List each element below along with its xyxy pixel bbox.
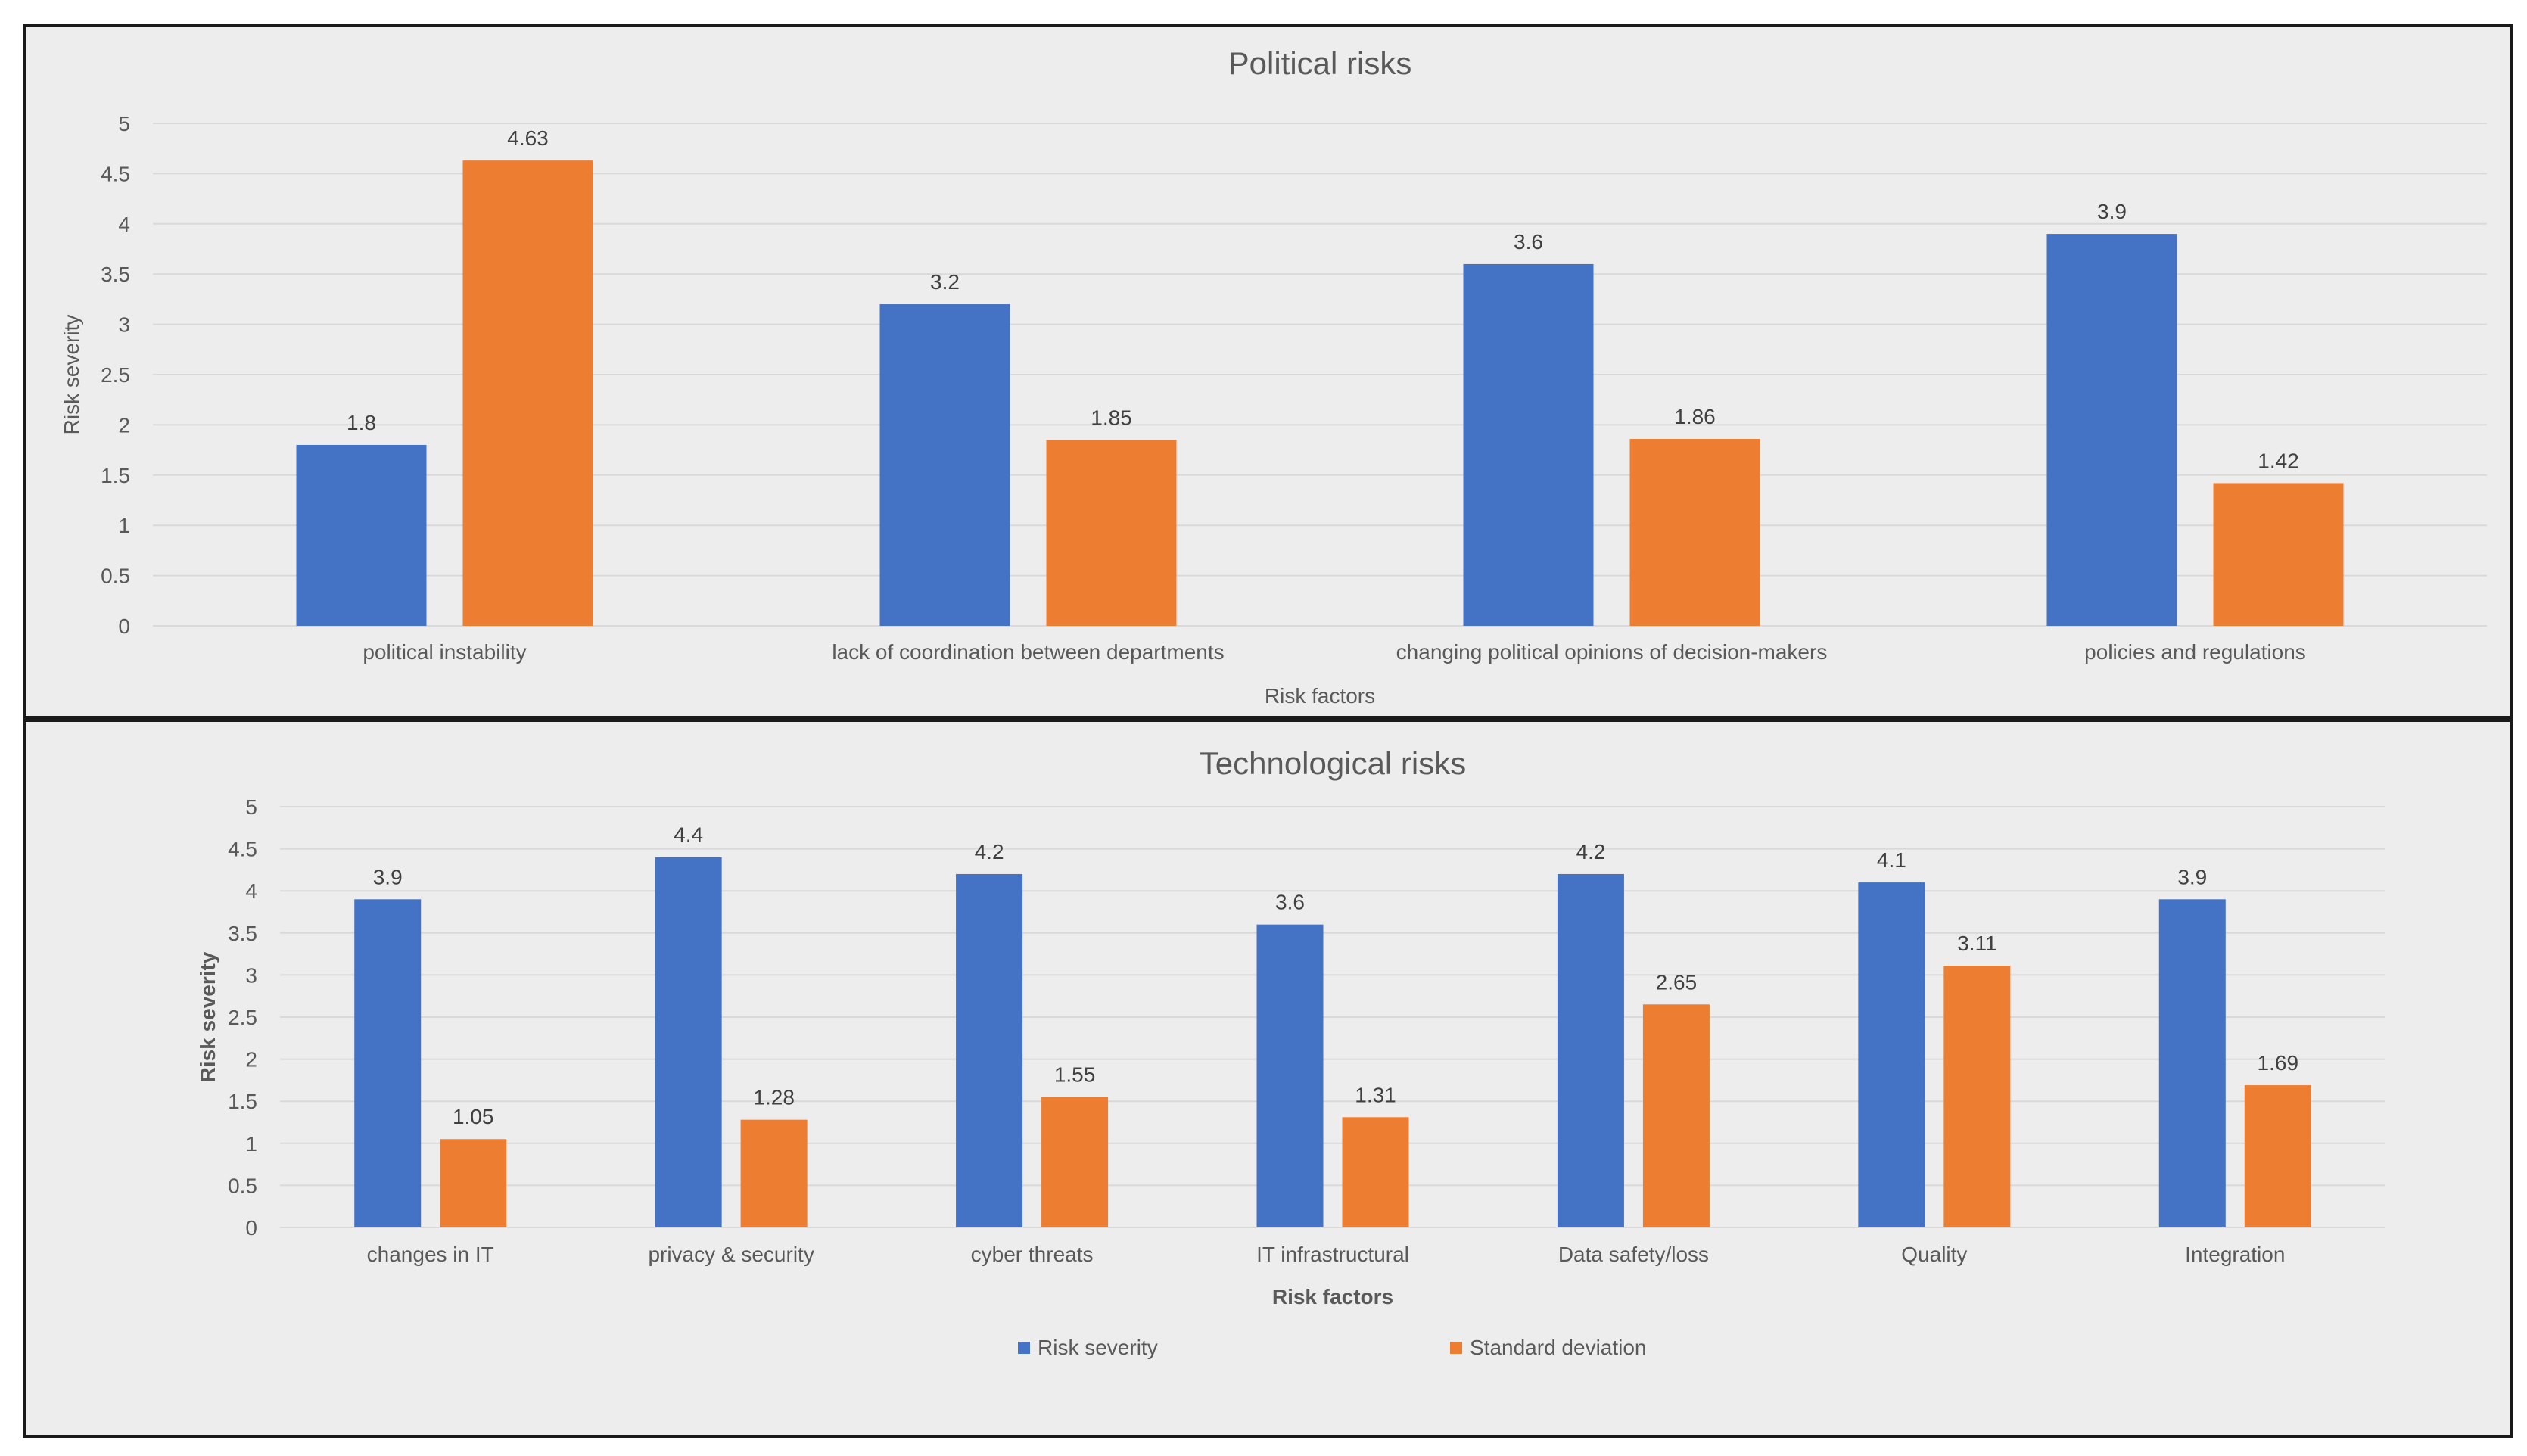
standard-deviation-data-label: 1.86 <box>1674 405 1716 428</box>
standard-deviation-data-label: 1.85 <box>1091 406 1132 429</box>
risk-severity-bar <box>2158 899 2226 1227</box>
x-axis-label: Risk factors <box>1272 1285 1393 1308</box>
standard-deviation-bar <box>440 1139 507 1227</box>
risk-severity-data-label: 3.9 <box>373 865 403 888</box>
standard-deviation-data-label: 1.28 <box>753 1086 795 1109</box>
standard-deviation-bar <box>2244 1085 2311 1227</box>
legend-swatch-risk-severity <box>1018 1342 1030 1354</box>
risk-severity-bar <box>1256 924 1324 1227</box>
risk-severity-data-label: 3.9 <box>2177 865 2207 888</box>
standard-deviation-bar <box>1642 1004 1710 1227</box>
y-tick-label: 1 <box>245 1132 257 1156</box>
standard-deviation-data-label: 1.69 <box>2258 1051 2299 1075</box>
y-axis-label: Risk severity <box>60 315 83 435</box>
legend-label-risk-severity: Risk severity <box>1038 1336 1158 1359</box>
risk-severity-data-label: 4.2 <box>975 840 1004 863</box>
y-tick-label: 4 <box>245 879 257 903</box>
y-tick-label: 5 <box>245 795 257 819</box>
risk-severity-data-label: 3.2 <box>930 270 960 294</box>
risk-severity-data-label: 4.4 <box>674 823 703 847</box>
x-category-label: Data safety/loss <box>1558 1243 1709 1266</box>
y-tick-label: 3.5 <box>228 922 257 945</box>
political-risks-panel: Political risks 0 0.5 1 1.5 2 2.5 3 3.5 4 4.5 5 Risk… <box>23 24 2513 719</box>
y-tick-label: 4.5 <box>228 838 257 861</box>
standard-deviation-data-label: 1.05 <box>453 1105 494 1128</box>
x-category-label: privacy & security <box>648 1243 814 1266</box>
y-tick-label: 2.5 <box>228 1006 257 1029</box>
political-risks-chart: Political risks 0 0.5 1 1.5 2 2.5 3 3.5 4 4.5 5 Risk… <box>60 45 2487 708</box>
legend-swatch-standard-deviation <box>1450 1342 1462 1354</box>
risk-severity-bar <box>879 304 1010 626</box>
y-tick-label: 0 <box>118 614 130 638</box>
y-tick-label: 4.5 <box>101 162 130 185</box>
x-category-label: IT infrastructural <box>1256 1243 1409 1266</box>
x-category-label: changing political opinions of decision-… <box>1396 640 1828 664</box>
risk-severity-data-label: 3.6 <box>1275 891 1305 914</box>
standard-deviation-bar <box>1629 438 1760 626</box>
risk-severity-bar <box>1858 882 1925 1227</box>
standard-deviation-data-label: 1.31 <box>1355 1083 1396 1106</box>
y-tick-label: 0.5 <box>101 565 130 588</box>
y-tick-label: 0.5 <box>228 1174 257 1197</box>
standard-deviation-data-label: 4.63 <box>507 126 549 150</box>
y-tick-label: 2 <box>118 413 130 437</box>
technological-risks-chart: Technological risks 0 0.5 1 1.5 2 2.5 3 3.5 4 4.5 5… <box>196 745 2385 1359</box>
risk-severity-bar <box>1463 263 1594 626</box>
x-category-label: lack of coordination between departments <box>832 640 1224 664</box>
standard-deviation-data-label: 3.11 <box>1957 932 1996 955</box>
risk-severity-bar <box>354 899 422 1227</box>
chart-title: Technological risks <box>1200 745 1467 781</box>
standard-deviation-data-label: 1.42 <box>2258 449 2299 472</box>
standard-deviation-data-label: 2.65 <box>1656 970 1698 994</box>
risk-severity-data-label: 3.6 <box>1514 230 1543 254</box>
standard-deviation-bar <box>2213 483 2344 626</box>
risk-severity-data-label: 3.9 <box>2097 200 2127 223</box>
y-tick-label: 1.5 <box>228 1090 257 1113</box>
x-category-label: Integration <box>2185 1243 2285 1266</box>
standard-deviation-data-label: 1.55 <box>1054 1063 1096 1087</box>
technological-risks-panel: Technological risks 0 0.5 1 1.5 2 2.5 3 3.5 4 4.5 5… <box>23 719 2513 1438</box>
standard-deviation-bar <box>462 160 593 627</box>
risk-severity-bar <box>1557 873 1624 1227</box>
risk-severity-bar <box>655 857 722 1227</box>
y-axis-label: Risk severity <box>196 951 219 1082</box>
y-tick-label: 0 <box>245 1216 257 1240</box>
x-category-label: policies and regulations <box>2084 640 2306 664</box>
y-tick-label: 1 <box>118 514 130 537</box>
standard-deviation-bar <box>740 1119 808 1227</box>
legend-label-standard-deviation: Standard deviation <box>1470 1336 1647 1359</box>
standard-deviation-bar <box>1342 1117 1409 1227</box>
y-tick-label: 2.5 <box>101 363 130 387</box>
standard-deviation-bar <box>1943 966 2011 1227</box>
y-tick-label: 3 <box>245 963 257 987</box>
y-tick-label: 5 <box>118 112 130 135</box>
risk-severity-bar <box>956 873 1023 1227</box>
x-category-label: cyber threats <box>971 1243 1094 1266</box>
x-category-label: political instability <box>363 640 526 664</box>
y-tick-label: 3.5 <box>101 263 130 286</box>
risk-severity-bar <box>2046 234 2177 627</box>
risk-severity-data-label: 1.8 <box>347 411 376 434</box>
risk-severity-data-label: 4.2 <box>1576 840 1605 863</box>
risk-severity-data-label: 4.1 <box>1877 848 1906 872</box>
risk-severity-bar <box>296 444 427 626</box>
x-category-label: changes in IT <box>367 1243 494 1266</box>
chart-title: Political risks <box>1228 45 1412 81</box>
x-axis-label: Risk factors <box>1265 684 1375 708</box>
standard-deviation-bar <box>1046 440 1177 626</box>
x-category-label: Quality <box>1901 1243 1967 1266</box>
y-tick-label: 2 <box>245 1048 257 1072</box>
standard-deviation-bar <box>1041 1097 1109 1227</box>
y-tick-label: 1.5 <box>101 464 130 487</box>
y-tick-label: 3 <box>118 313 130 337</box>
y-tick-label: 4 <box>118 213 130 236</box>
